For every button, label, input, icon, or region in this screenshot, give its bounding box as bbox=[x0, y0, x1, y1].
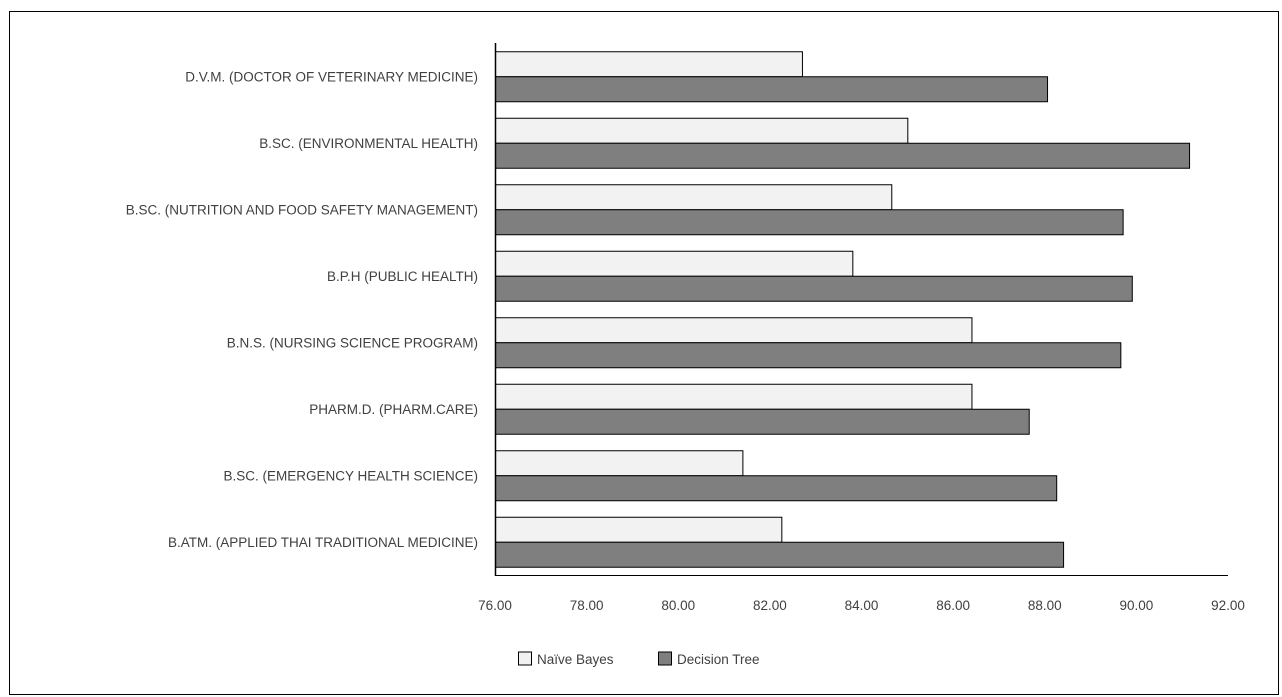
legend-swatch-decision-tree bbox=[658, 651, 672, 666]
category-label: D.V.M. (DOCTOR OF VETERINARY MEDICINE) bbox=[185, 69, 478, 84]
x-tick-label: 86.00 bbox=[936, 598, 970, 613]
bar-naive-bayes-6 bbox=[495, 383, 973, 410]
bar-decision-tree-6 bbox=[495, 408, 1030, 435]
category-label: PHARM.D. (PHARM.CARE) bbox=[309, 402, 478, 417]
bar-naive-bayes-8 bbox=[495, 516, 783, 543]
bar-decision-tree-2 bbox=[495, 142, 1191, 169]
x-tick-label: 84.00 bbox=[845, 598, 879, 613]
bar-chart: D.V.M. (DOCTOR OF VETERINARY MEDICINE) B.… bbox=[126, 43, 1245, 667]
bar-decision-tree-1 bbox=[495, 76, 1049, 103]
bar-decision-tree-5 bbox=[495, 342, 1122, 369]
bars-layer bbox=[495, 51, 1191, 568]
bar-naive-bayes-3 bbox=[495, 184, 893, 211]
bar-naive-bayes-2 bbox=[495, 117, 909, 144]
x-tick-label: 88.00 bbox=[1028, 598, 1062, 613]
category-label: B.N.S. (NURSING SCIENCE PROGRAM) bbox=[227, 335, 478, 350]
bar-decision-tree-7 bbox=[495, 475, 1058, 502]
bar-naive-bayes-5 bbox=[495, 317, 973, 344]
bar-decision-tree-3 bbox=[495, 209, 1124, 236]
x-tick-label: 92.00 bbox=[1211, 598, 1245, 613]
bar-decision-tree-4 bbox=[495, 275, 1133, 302]
x-tick-label: 78.00 bbox=[570, 598, 604, 613]
legend: Naïve Bayes Decision Tree bbox=[518, 651, 760, 667]
labels-layer: D.V.M. (DOCTOR OF VETERINARY MEDICINE) B.… bbox=[126, 69, 1245, 613]
legend-label-decision-tree: Decision Tree bbox=[677, 652, 760, 667]
category-label: B.SC. (ENVIRONMENTAL HEALTH) bbox=[259, 136, 478, 151]
category-label: B.SC. (EMERGENCY HEALTH SCIENCE) bbox=[223, 468, 478, 483]
category-label: B.ATM. (APPLIED THAI TRADITIONAL MEDICIN… bbox=[168, 535, 478, 550]
category-label: B.SC. (NUTRITION AND FOOD SAFETY MANAGEM… bbox=[126, 202, 478, 217]
x-tick-label: 90.00 bbox=[1119, 598, 1153, 613]
bar-naive-bayes-4 bbox=[495, 250, 854, 277]
chart-frame: D.V.M. (DOCTOR OF VETERINARY MEDICINE) B.… bbox=[9, 11, 1279, 695]
bar-decision-tree-8 bbox=[495, 541, 1065, 568]
x-tick-label: 82.00 bbox=[753, 598, 787, 613]
bar-naive-bayes-7 bbox=[495, 450, 744, 477]
axes-layer bbox=[494, 43, 1228, 576]
bar-naive-bayes-1 bbox=[495, 51, 803, 78]
legend-swatch-naive-bayes bbox=[518, 651, 532, 666]
legend-label-naive-bayes: Naïve Bayes bbox=[537, 652, 614, 667]
category-label: B.P.H (PUBLIC HEALTH) bbox=[327, 269, 478, 284]
x-tick-label: 80.00 bbox=[661, 598, 695, 613]
x-tick-label: 76.00 bbox=[478, 598, 512, 613]
